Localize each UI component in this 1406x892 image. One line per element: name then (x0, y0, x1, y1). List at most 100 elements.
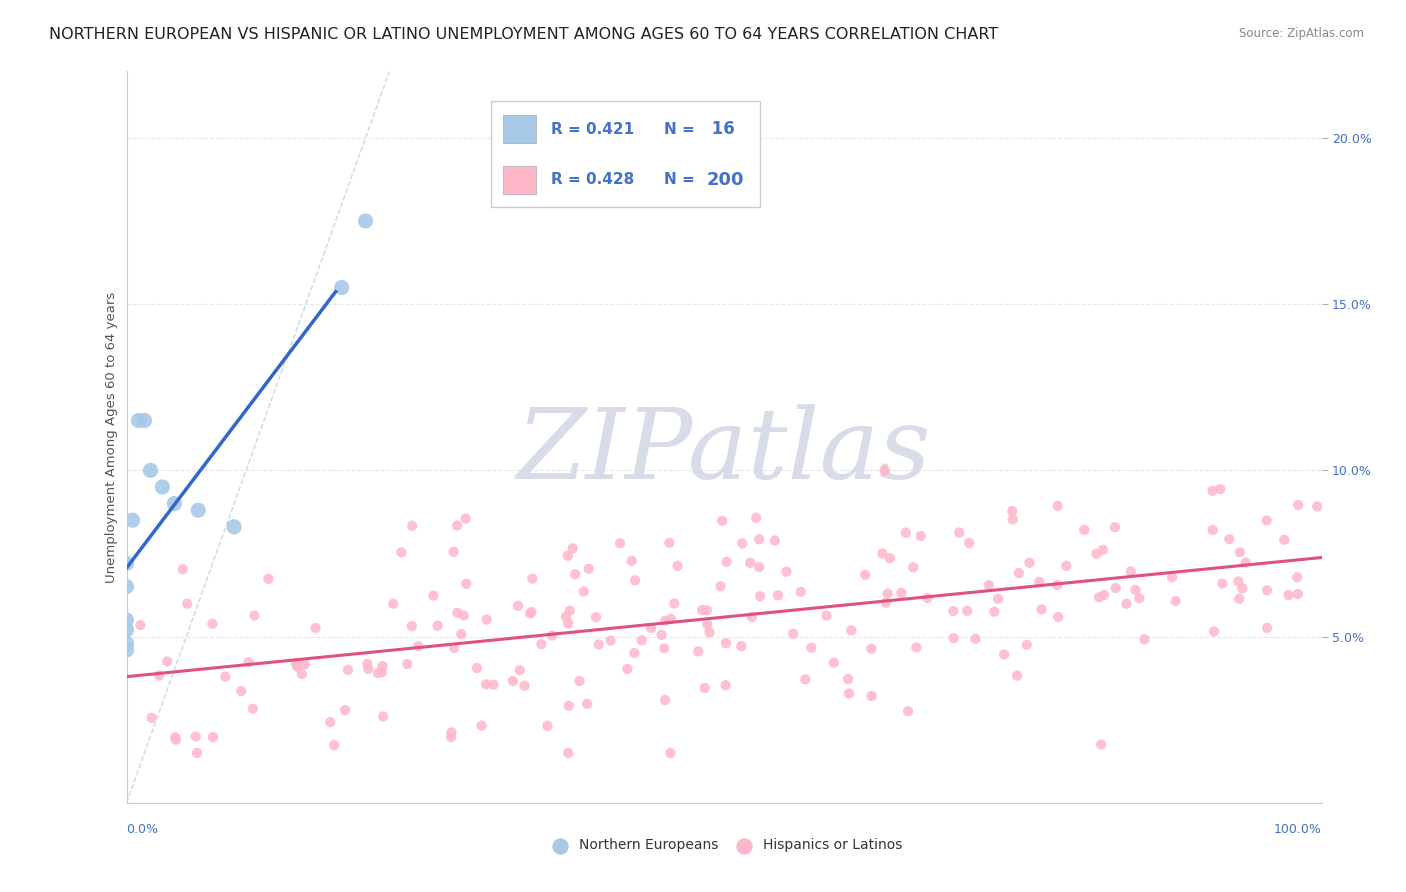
Point (853, 567, 876, 582)
Text: NORTHERN EUROPEAN VS HISPANIC OR LATINO UNEMPLOYMENT AMONG AGES 60 TO 64 YEARS C: NORTHERN EUROPEAN VS HISPANIC OR LATINO … (49, 27, 998, 42)
Point (371, 665, 394, 680)
Point (993, 648, 1015, 662)
Point (172, 562, 194, 576)
Point (782, 626, 804, 640)
Point (987, 591, 1010, 606)
Point (389, 545, 412, 559)
Point (482, 678, 505, 692)
Point (1161, 570, 1184, 584)
Point (965, 632, 987, 646)
Point (115, 557, 138, 571)
Point (382, 597, 405, 611)
Point (1229, 545, 1251, 559)
Point (1031, 602, 1053, 616)
Point (557, 698, 579, 713)
Point (440, 730, 463, 744)
Point (666, 558, 689, 573)
Point (371, 709, 394, 723)
Text: 200: 200 (706, 170, 744, 188)
Point (371, 659, 394, 673)
Point (651, 628, 673, 642)
Point (337, 663, 360, 677)
Point (1133, 632, 1156, 647)
Point (1090, 738, 1112, 752)
Point (775, 565, 797, 579)
Point (150, 480, 174, 494)
Text: N =: N = (665, 172, 695, 187)
Point (948, 525, 970, 540)
Point (709, 579, 731, 593)
Point (530, 637, 553, 651)
Point (688, 644, 710, 658)
Point (557, 616, 579, 631)
Point (284, 657, 307, 671)
Point (1256, 583, 1278, 598)
Point (396, 657, 419, 672)
Point (1047, 610, 1070, 624)
Point (837, 672, 859, 686)
Point (304, 621, 326, 635)
Point (1286, 498, 1309, 512)
Point (294, 657, 316, 672)
Point (1201, 483, 1223, 498)
Point (654, 614, 676, 628)
Point (115, 643, 138, 657)
Point (357, 662, 380, 676)
Point (957, 536, 980, 550)
Point (367, 666, 389, 681)
Point (609, 536, 631, 550)
Point (711, 514, 734, 528)
Point (917, 591, 939, 606)
Point (741, 610, 763, 624)
Point (1088, 591, 1111, 605)
Point (356, 657, 378, 671)
Point (740, 556, 762, 570)
Point (659, 612, 682, 626)
Point (800, 640, 823, 655)
Point (238, 656, 260, 670)
Point (794, 673, 817, 687)
Point (242, 702, 264, 716)
Point (568, 673, 591, 688)
Point (291, 666, 314, 681)
Point (115, 623, 138, 637)
Point (905, 640, 928, 655)
Point (1277, 588, 1299, 602)
Point (903, 560, 925, 574)
Point (860, 689, 883, 703)
Point (872, 547, 894, 561)
Point (1306, 500, 1329, 514)
Point (763, 533, 786, 548)
Point (323, 738, 346, 752)
Point (156, 655, 179, 669)
Point (910, 529, 932, 543)
Point (1164, 594, 1187, 608)
Point (790, 584, 813, 599)
Point (330, 280, 353, 294)
Point (446, 518, 468, 533)
Point (690, 603, 713, 617)
Point (572, 584, 595, 599)
Point (585, 610, 607, 624)
Point (873, 463, 896, 477)
Point (201, 616, 224, 631)
Point (1018, 556, 1040, 570)
Point (1256, 513, 1278, 527)
Text: N =: N = (665, 121, 695, 136)
Point (519, 607, 541, 621)
Point (557, 746, 579, 760)
Point (1202, 624, 1225, 639)
Point (1073, 523, 1095, 537)
Point (165, 730, 187, 744)
Point (875, 596, 897, 610)
Point (121, 513, 143, 527)
Text: 100.0%: 100.0% (1274, 823, 1322, 837)
Point (654, 693, 676, 707)
Point (446, 606, 468, 620)
Point (1227, 591, 1250, 606)
Point (890, 586, 912, 600)
Point (716, 555, 738, 569)
Point (1104, 520, 1126, 534)
Point (184, 730, 207, 744)
Point (956, 604, 979, 618)
